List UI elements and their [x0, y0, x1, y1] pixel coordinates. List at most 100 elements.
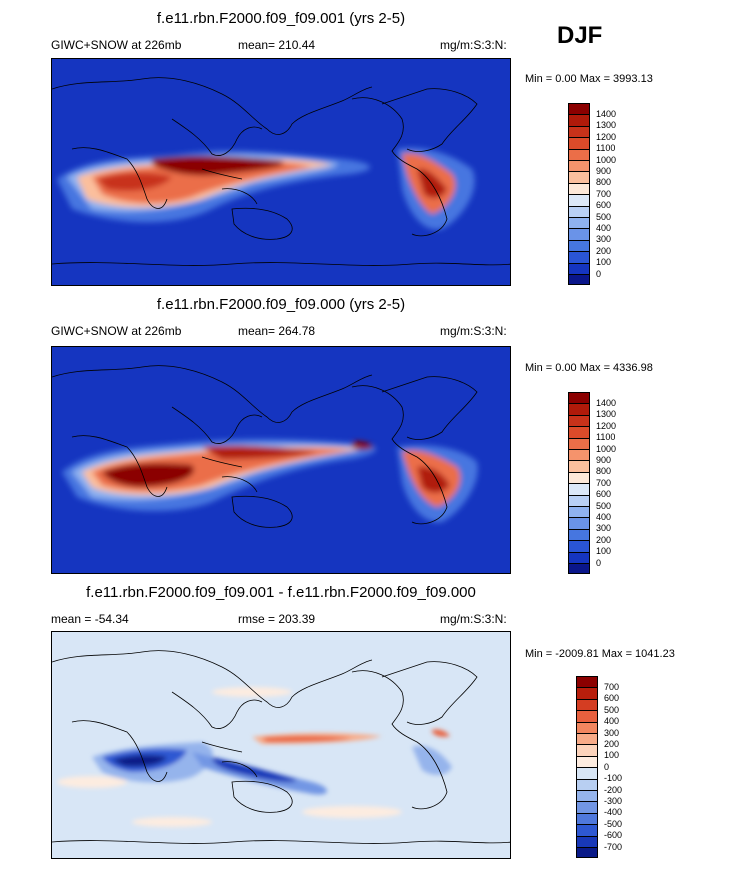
colorbar-label: 100	[596, 546, 612, 557]
colorbar-label: 700	[604, 681, 620, 692]
colorbar-swatch	[576, 767, 598, 779]
colorbar-swatch	[568, 494, 590, 506]
colorbar-label: -400	[604, 807, 623, 818]
colorbar-label: 100	[604, 750, 620, 761]
colorbar-swatch	[576, 755, 598, 768]
colorbar-swatch	[568, 228, 590, 240]
colorbar-swatch	[568, 137, 590, 149]
panel-3-units-label: mg/m:S:3:N:	[440, 612, 507, 626]
colorbar-swatch	[576, 801, 598, 813]
colorbar-label: 800	[596, 177, 612, 188]
colorbar-swatch	[568, 182, 590, 195]
colorbar-label: 500	[596, 500, 612, 511]
colorbar-swatch	[568, 171, 590, 183]
colorbar-swatch	[568, 414, 590, 427]
panel-2-map	[51, 346, 511, 574]
colorbar-label: -500	[604, 818, 623, 829]
panel-2-minmax: Min = 0.00 Max = 4336.98	[525, 362, 653, 374]
colorbar-swatch	[568, 114, 590, 126]
colorbar-swatch	[568, 403, 590, 415]
colorbar-swatch	[568, 251, 590, 263]
colorbar-label: 200	[596, 245, 612, 256]
colorbar-swatch	[568, 540, 590, 552]
colorbar-label: 400	[596, 511, 612, 522]
season-label: DJF	[557, 22, 603, 49]
colorbar-swatch	[568, 125, 590, 138]
colorbar-swatch	[568, 449, 590, 461]
colorbar-swatch	[576, 812, 598, 825]
colorbar-label: -300	[604, 795, 623, 806]
colorbar-label: 300	[596, 523, 612, 534]
colorbar-label: 0	[596, 557, 602, 568]
colorbar-label: 400	[596, 222, 612, 233]
colorbar-swatch	[568, 103, 590, 115]
colorbar-label: 600	[596, 489, 612, 500]
colorbar-label: -100	[604, 773, 623, 784]
colorbar-label: 1000	[596, 154, 617, 165]
panel-1-minmax: Min = 0.00 Max = 3993.13	[525, 73, 653, 85]
colorbar-label: 1400	[596, 108, 617, 119]
colorbar-label: 1100	[596, 143, 616, 154]
colorbar-label: 700	[596, 477, 612, 488]
panel-3-rmse-label: rmse = 203.39	[238, 612, 316, 626]
colorbar-swatch	[568, 437, 590, 449]
colorbar-swatch	[576, 744, 598, 756]
colorbar-label: 500	[604, 704, 620, 715]
colorbar-swatch	[568, 239, 590, 252]
colorbar-swatch	[568, 426, 590, 438]
panel-3-contour-plot	[52, 632, 510, 858]
panel-1-variable-label: GIWC+SNOW at 226mb	[51, 38, 182, 52]
panel-3-mean-label: mean = -54.34	[51, 612, 129, 626]
colorbar-label: 300	[596, 234, 612, 245]
colorbar-label: 300	[604, 727, 620, 738]
panel-3-minmax: Min = -2009.81 Max = 1041.23	[525, 648, 675, 660]
colorbar-swatch	[568, 483, 590, 495]
colorbar-swatch	[576, 733, 598, 745]
colorbar-label: -200	[604, 784, 623, 795]
panel-3-map	[51, 631, 511, 859]
colorbar-label: 200	[604, 738, 620, 749]
panel-2-mean-label: mean= 264.78	[238, 324, 316, 338]
colorbar-swatch	[568, 217, 590, 229]
panel-2-variable-label: GIWC+SNOW at 226mb	[51, 324, 182, 338]
colorbar-swatch	[576, 778, 598, 790]
colorbar-swatch	[576, 721, 598, 733]
colorbar-swatch	[576, 710, 598, 722]
panel-2-contour-plot	[52, 347, 510, 573]
colorbar-swatch	[568, 262, 590, 274]
colorbar-swatch	[576, 824, 598, 836]
panel-1-units-label: mg/m:S:3:N:	[440, 38, 507, 52]
panel-1-contour-plot	[52, 59, 510, 285]
colorbar-swatch	[568, 274, 590, 286]
colorbar-label: 700	[596, 188, 612, 199]
colorbar-label: 500	[596, 211, 612, 222]
colorbar-label: -700	[604, 841, 623, 852]
colorbar-label: 100	[596, 257, 612, 268]
colorbar-swatch	[576, 790, 598, 802]
panel-2-units-label: mg/m:S:3:N:	[440, 324, 507, 338]
colorbar-label: 0	[596, 268, 602, 279]
colorbar-label: 900	[596, 165, 612, 176]
colorbar-swatch	[568, 563, 590, 575]
colorbar-label: 600	[604, 693, 620, 704]
colorbar-label: 1200	[596, 131, 617, 142]
colorbar-label: 600	[596, 200, 612, 211]
colorbar-swatch	[568, 471, 590, 484]
colorbar-swatch	[568, 528, 590, 541]
panel-3-title: f.e11.rbn.F2000.f09_f09.001 - f.e11.rbn.…	[86, 584, 476, 601]
colorbar-swatch	[568, 460, 590, 472]
colorbar-label: 1200	[596, 420, 617, 431]
colorbar-swatch	[568, 392, 590, 404]
colorbar-swatch	[568, 205, 590, 217]
colorbar-label: 0	[604, 761, 610, 772]
colorbar-swatch	[576, 687, 598, 699]
colorbar-swatch	[576, 676, 598, 688]
panel-2-title: f.e11.rbn.F2000.f09_f09.000 (yrs 2-5)	[156, 296, 406, 313]
colorbar-label: 1000	[596, 443, 617, 454]
colorbar-swatch	[568, 194, 590, 206]
colorbar-label: 900	[596, 454, 612, 465]
colorbar-swatch	[576, 847, 598, 859]
colorbar-label: 400	[604, 716, 620, 727]
colorbar-label: 1300	[596, 409, 617, 420]
colorbar-swatch	[568, 506, 590, 518]
